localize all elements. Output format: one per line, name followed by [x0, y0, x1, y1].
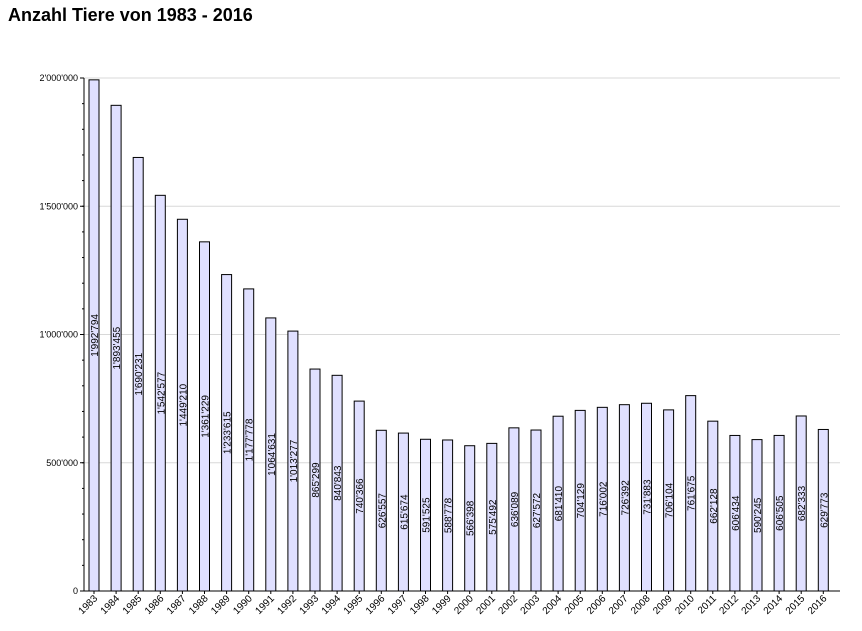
data-label: 865'299 — [311, 462, 322, 498]
data-label: 1'361'229 — [201, 395, 212, 438]
x-tick-label: 1998 — [408, 593, 432, 617]
x-tick-label: 1986 — [143, 593, 167, 617]
chart-title: Anzahl Tiere von 1983 - 2016 — [8, 5, 253, 25]
data-label: 681'410 — [554, 486, 565, 522]
data-label: 1'992'794 — [90, 314, 101, 357]
x-tick-label: 2001 — [474, 593, 498, 617]
data-label: 716'002 — [598, 481, 609, 517]
x-tick-label: 1993 — [298, 593, 322, 617]
x-tick-label: 2013 — [740, 593, 764, 617]
data-label: 566'398 — [466, 500, 477, 536]
x-tick-label: 2002 — [497, 593, 521, 617]
data-label: 606'434 — [731, 495, 742, 531]
x-tick-label: 2003 — [519, 593, 543, 617]
data-label: 662'128 — [709, 488, 720, 524]
data-label: 1'893'455 — [112, 326, 123, 369]
x-tick-label: 2010 — [673, 593, 697, 617]
data-label: 636'089 — [510, 491, 521, 527]
x-tick-label: 2009 — [651, 593, 675, 617]
data-label: 590'245 — [753, 497, 764, 533]
y-tick-label: 1'500'000 — [40, 201, 78, 211]
y-tick-label: 0 — [73, 586, 78, 596]
data-label: 575'492 — [488, 499, 499, 535]
data-label: 1'690'231 — [134, 352, 145, 395]
x-tick-label: 2004 — [541, 593, 565, 617]
data-label: 629'773 — [819, 492, 830, 528]
x-tick-label: 2000 — [452, 593, 476, 617]
y-tick-label: 1'000'000 — [40, 330, 78, 340]
data-label: 1'177'778 — [245, 418, 256, 461]
data-label: 706'104 — [665, 482, 676, 518]
data-label: 726'392 — [620, 480, 631, 516]
x-tick-label: 1989 — [209, 593, 233, 617]
x-tick-label: 2011 — [696, 593, 719, 616]
data-label: 1'064'631 — [267, 433, 278, 476]
x-tick-label: 2015 — [784, 593, 808, 617]
data-label: 588'778 — [444, 497, 455, 533]
data-label: 731'883 — [643, 479, 654, 515]
x-tick-label: 2006 — [585, 593, 609, 617]
data-label: 761'675 — [687, 475, 698, 511]
x-tick-label: 1987 — [165, 593, 189, 617]
x-tick-label: 1992 — [276, 593, 300, 617]
data-label: 682'333 — [797, 485, 808, 521]
data-label: 627'572 — [532, 492, 543, 528]
x-tick-label: 1984 — [99, 593, 123, 617]
x-tick-label: 2016 — [806, 593, 830, 617]
y-tick-label: 500'000 — [46, 458, 78, 468]
data-label: 591'525 — [422, 497, 433, 533]
data-label: 606'505 — [775, 495, 786, 531]
x-tick-label: 1995 — [342, 593, 366, 617]
x-tick-label: 1991 — [253, 593, 277, 617]
x-tick-label: 1983 — [77, 593, 101, 617]
data-label: 615'674 — [399, 494, 410, 530]
x-tick-label: 2008 — [629, 593, 653, 617]
x-tick-label: 2005 — [563, 593, 587, 617]
data-label: 1'449'210 — [178, 383, 189, 426]
x-tick-label: 2012 — [718, 593, 742, 617]
y-tick-label: 2'000'000 — [40, 73, 78, 83]
x-tick-label: 1985 — [121, 593, 145, 617]
x-tick-label: 1988 — [187, 593, 211, 617]
x-tick-label: 1999 — [430, 593, 454, 617]
data-label: 740'366 — [355, 478, 366, 514]
x-tick-label: 1994 — [320, 593, 344, 617]
x-tick-label: 1997 — [386, 593, 410, 617]
data-label: 1'233'615 — [223, 411, 234, 454]
data-label: 626'557 — [377, 493, 388, 529]
data-label: 1'542'577 — [156, 371, 167, 414]
data-label: 704'129 — [576, 483, 587, 519]
x-tick-label: 1990 — [231, 593, 255, 617]
x-tick-label: 2014 — [762, 593, 786, 617]
data-label: 1'013'277 — [289, 439, 300, 482]
x-tick-label: 2007 — [607, 593, 631, 617]
x-tick-label: 1996 — [364, 593, 388, 617]
data-label: 840'843 — [333, 465, 344, 501]
